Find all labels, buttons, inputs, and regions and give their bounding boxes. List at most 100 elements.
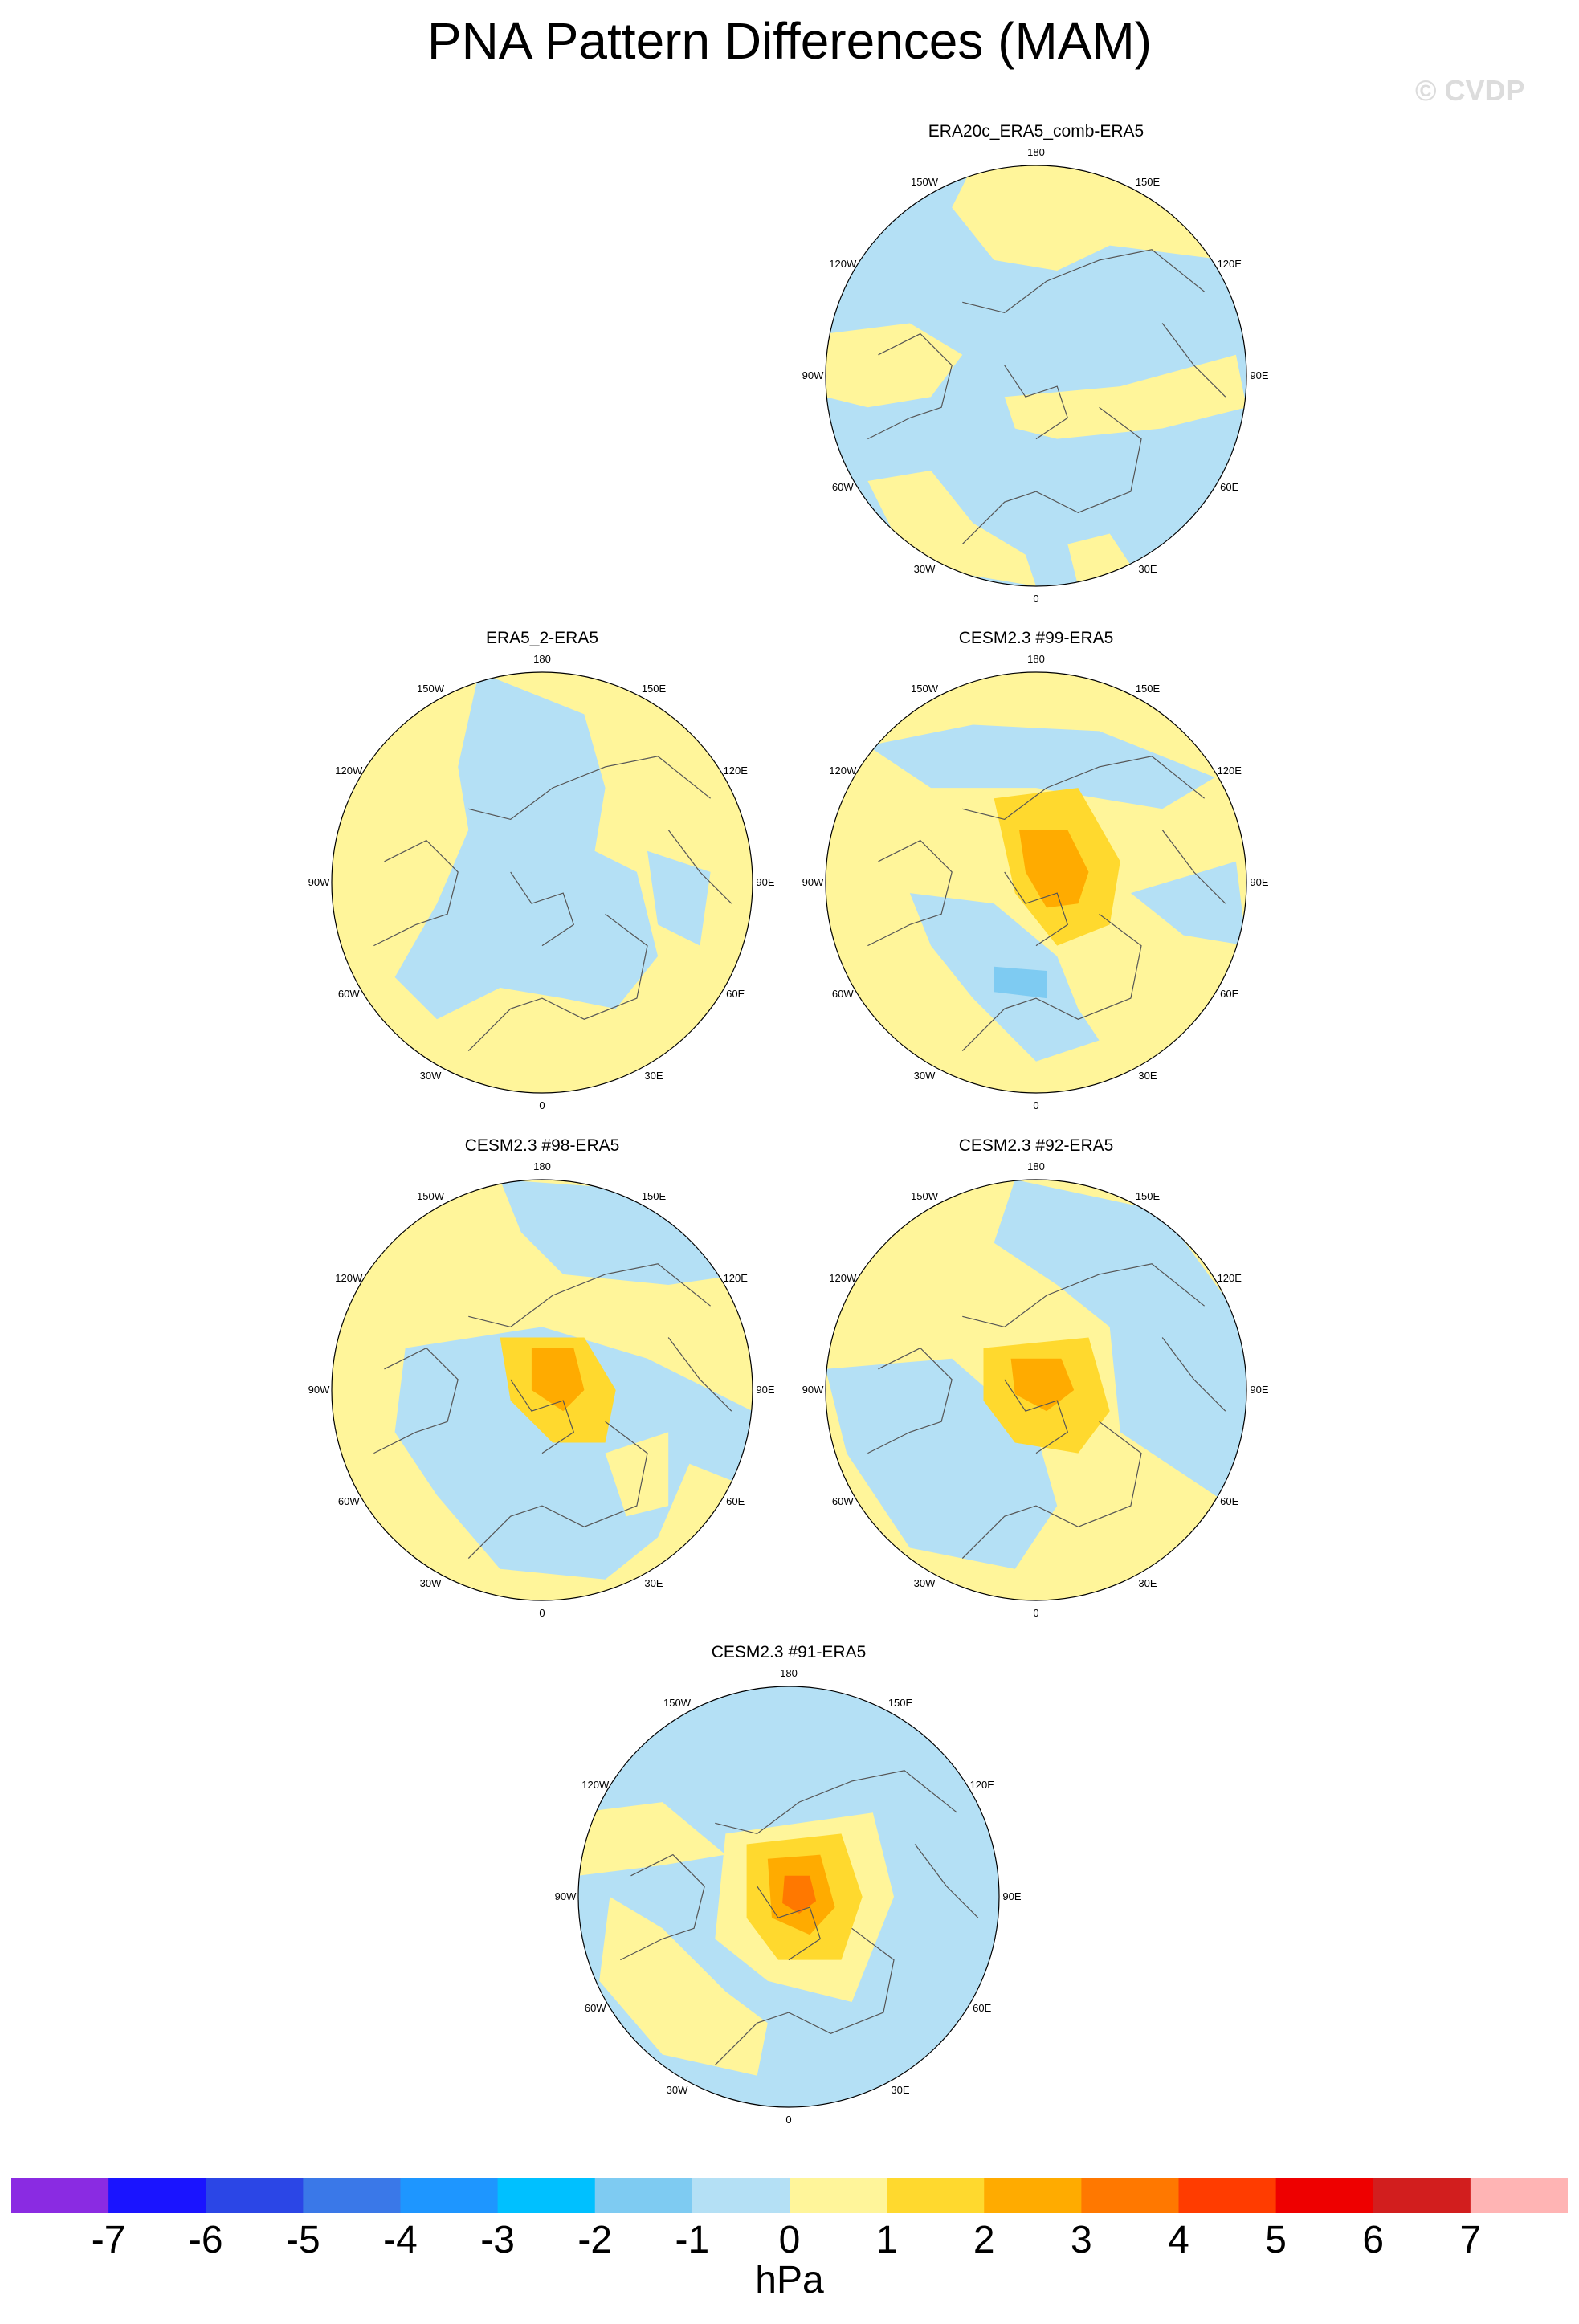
colorbar-tick-label: -7	[91, 2219, 126, 2261]
longitude-label: 90E	[1250, 876, 1268, 888]
colorbar-segment	[1373, 2178, 1471, 2213]
longitude-label: 60E	[726, 988, 745, 1000]
polar-map: 180 150E 120E 90E 60E 30E 0 30W 60W 90W 120W 150W	[802, 653, 1269, 1111]
longitude-label: 150W	[663, 1697, 692, 1709]
colorbar-segment	[1275, 2178, 1374, 2213]
colorbar-tick-label: 1	[875, 2219, 898, 2261]
longitude-label: 60E	[973, 2002, 991, 2014]
colorbar-segment	[1081, 2178, 1179, 2213]
panel-title: CESM2.3 #92-ERA5	[958, 1136, 1114, 1155]
coastline	[714, 1927, 895, 2066]
longitude-label: 30E	[1138, 1070, 1157, 1082]
coastline	[867, 839, 953, 947]
map-border	[577, 1686, 1000, 2108]
longitude-label: 90W	[308, 876, 330, 888]
colorbar-segment	[692, 2178, 790, 2213]
contour-region	[952, 165, 1226, 271]
coastline	[962, 249, 1205, 314]
longitude-label: 60W	[832, 988, 854, 1000]
colorbar-tick-label: 5	[1265, 2219, 1287, 2261]
colorbar-segment	[984, 2178, 1082, 2213]
coastline	[467, 1421, 648, 1560]
colorbar-units: hPa	[755, 2259, 824, 2302]
contour-region	[994, 1180, 1246, 1517]
coastline	[510, 871, 575, 947]
longitude-label: 0	[785, 2114, 791, 2126]
contour-region	[1019, 830, 1089, 908]
longitude-label: 150W	[911, 1190, 939, 1202]
coastline	[1004, 365, 1069, 440]
colorbar-tick-label: -6	[188, 2219, 223, 2261]
contour-region	[1130, 861, 1246, 946]
coastline	[510, 1379, 575, 1454]
longitude-label: 60W	[832, 481, 854, 493]
coastline	[467, 913, 648, 1052]
longitude-label: 30E	[1138, 1577, 1157, 1589]
colorbar-segment	[887, 2178, 985, 2213]
longitude-label: 150W	[911, 176, 939, 188]
panel-title: CESM2.3 #98-ERA5	[464, 1136, 620, 1155]
contour-region	[1004, 354, 1246, 439]
polar-map: 180 150E 120E 90E 60E 30E 0 30W 60W 90W 120W 150W	[308, 1160, 775, 1619]
longitude-label: 120W	[829, 764, 857, 777]
polar-map: 180 150E 120E 90E 60E 30E 0 30W 60W 90W 120W 150W	[555, 1667, 1022, 2126]
panel-title: ERA5_2-ERA5	[485, 629, 599, 647]
longitude-label: 180	[533, 1160, 551, 1172]
longitude-label: 30W	[914, 1577, 936, 1589]
contour-region	[826, 323, 963, 408]
coastline	[373, 839, 459, 947]
contour-region	[531, 1348, 585, 1412]
longitude-label: 90E	[756, 1384, 774, 1396]
panel-title: CESM2.3 #99-ERA5	[958, 629, 1114, 647]
colorbar-tick-labels: -7 -6 -5 -4 -3 -2 -1 0 1 2 3 4 5 6 7	[0, 2218, 1579, 2266]
longitude-label: 120E	[970, 1779, 995, 1791]
colorbar-segment	[497, 2178, 596, 2213]
colorbar-tick-label: 3	[1071, 2219, 1092, 2261]
longitude-label: 120E	[1218, 258, 1242, 270]
coastline	[468, 756, 711, 821]
map-border	[331, 671, 753, 1094]
colorbar-tick-label: -3	[480, 2219, 515, 2261]
longitude-label: 30E	[1138, 563, 1157, 575]
longitude-label: 30W	[420, 1577, 442, 1589]
coastline	[757, 1886, 822, 1961]
coastline	[1161, 1337, 1226, 1412]
colorbar-tick-label: -5	[286, 2219, 320, 2261]
coastline	[962, 1263, 1205, 1328]
contour-region	[782, 1875, 817, 1914]
longitude-label: 120E	[724, 1272, 749, 1284]
longitude-label: 180	[1027, 653, 1045, 665]
coastline	[667, 830, 732, 904]
contour-region	[647, 850, 711, 946]
longitude-label: 150W	[417, 683, 445, 695]
colorbar-tick-label: 6	[1362, 2219, 1385, 2261]
coastline	[867, 332, 953, 440]
longitude-label: 30E	[891, 2084, 909, 2096]
contour-region	[605, 1432, 669, 1517]
longitude-label: 120E	[1218, 1272, 1242, 1284]
coastline	[914, 1844, 979, 1918]
coastline	[1161, 323, 1226, 398]
coastline	[961, 406, 1142, 545]
colorbar-segment	[11, 2178, 109, 2213]
longitude-label: 0	[539, 1607, 545, 1619]
longitude-label: 0	[1033, 593, 1038, 605]
longitude-label: 150E	[1136, 683, 1161, 695]
polar-map: 180 150E 120E 90E 60E 30E 0 30W 60W 90W 120W 150W	[802, 146, 1269, 605]
longitude-label: 60E	[1220, 988, 1238, 1000]
longitude-label: 150W	[911, 683, 939, 695]
longitude-label: 90E	[756, 876, 774, 888]
map-border	[825, 165, 1247, 587]
colorbar-tick-label: -2	[577, 2219, 613, 2261]
longitude-label: 120W	[335, 764, 363, 777]
longitude-label: 120W	[581, 1779, 610, 1791]
longitude-label: 90W	[802, 1384, 824, 1396]
map-border	[825, 1179, 1247, 1601]
longitude-label: 120W	[829, 1272, 857, 1284]
longitude-label: 30W	[667, 2084, 688, 2096]
longitude-label: 120E	[724, 764, 749, 777]
longitude-label: 120W	[829, 258, 857, 270]
longitude-label: 120W	[335, 1272, 363, 1284]
longitude-label: 60W	[338, 988, 360, 1000]
map-border	[331, 1179, 753, 1601]
